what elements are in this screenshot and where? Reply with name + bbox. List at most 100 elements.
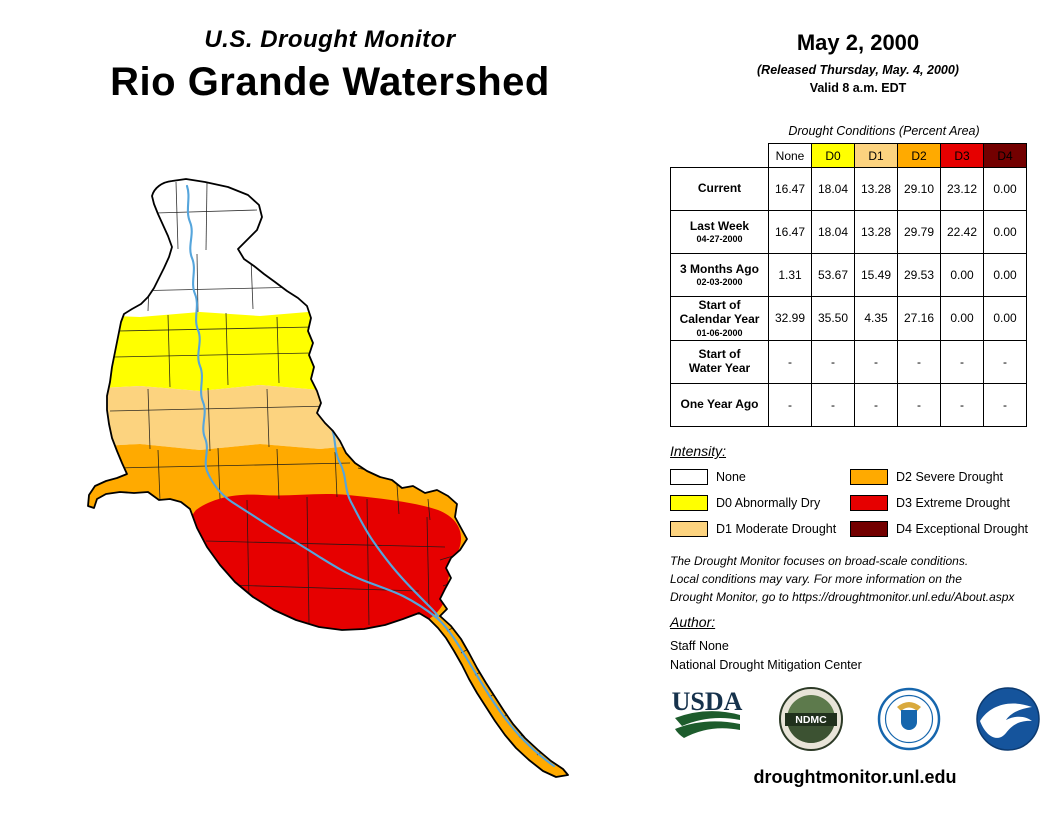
column-header-none: None [768, 143, 812, 168]
usda-swoosh-upper-icon [675, 711, 740, 726]
value-cell: 0.00 [983, 210, 1027, 254]
column-header-d3: D3 [940, 143, 984, 168]
value-cell: 15.49 [854, 253, 898, 297]
value-cell: 13.28 [854, 210, 898, 254]
usda-swoosh-lower-icon [675, 721, 740, 738]
drought-region-d0 [88, 311, 568, 391]
legend-label: D3 Extreme Drought [896, 495, 1010, 510]
release-date: (Released Thursday, May. 4, 2000) [757, 63, 959, 77]
value-cell: 53.67 [811, 253, 855, 297]
legend-label: D0 Abnormally Dry [716, 495, 821, 510]
legend-item-d1: D1 Moderate Drought [670, 520, 850, 537]
value-cell: 29.10 [897, 167, 941, 211]
legend-swatch-d4 [850, 520, 888, 537]
legend-swatch-d3 [850, 494, 888, 511]
value-cell: 1.31 [768, 253, 812, 297]
row-label: Start of Water Year [670, 339, 769, 384]
usda-logo: USDA [672, 687, 743, 738]
legend-swatch-d2 [850, 468, 888, 485]
column-header-d0: D0 [811, 143, 855, 168]
legend-swatch-none [670, 468, 708, 485]
table-row: Current 16.47 18.04 13.28 29.10 23.12 0.00 [670, 167, 1027, 211]
legend-title: Intensity: [670, 443, 727, 459]
value-cell: 16.47 [768, 167, 812, 211]
row-label: 3 Months Ago 02-03-2000 [670, 253, 769, 297]
river-main [185, 184, 556, 768]
legend-item-d3: D3 Extreme Drought [850, 494, 1046, 511]
value-cell: 23.12 [940, 167, 984, 211]
noaa-logo [976, 687, 1040, 751]
report-titles: U.S. Drought Monitor Rio Grande Watershe… [0, 26, 660, 105]
value-cell: - [768, 339, 812, 384]
value-cell: 27.16 [897, 296, 941, 341]
author-organization: National Drought Mitigation Center [670, 658, 862, 672]
column-header-d2: D2 [897, 143, 941, 168]
drought-table-body: Current 16.47 18.04 13.28 29.10 23.12 0.00 Last… [670, 167, 1027, 427]
drought-table: None D0 D1 D2 D3 D4 Current 16.47 18.04 13.28 29.… [670, 143, 1027, 427]
row-label: Last Week 04-27-2000 [670, 210, 769, 254]
value-cell: - [940, 382, 984, 427]
value-cell: - [940, 339, 984, 384]
usda-logo-text: USDA [672, 687, 743, 716]
value-cell: - [811, 382, 855, 427]
value-cell: 29.79 [897, 210, 941, 254]
legend-item-d0: D0 Abnormally Dry [670, 494, 850, 511]
table-caption: Drought Conditions (Percent Area) [788, 124, 980, 138]
table-header-row: None D0 D1 D2 D3 D4 [671, 143, 1027, 168]
legend-col-1: None D0 Abnormally Dry D1 Moderate Drought [670, 468, 850, 537]
disclaimer-text: The Drought Monitor focuses on broad-sca… [670, 554, 1015, 604]
value-cell: 0.00 [940, 253, 984, 297]
author-name: Staff None [670, 639, 729, 653]
table-row: Start of Calendar Year 01-06-2000 32.99 35.… [670, 296, 1027, 341]
value-cell: 4.35 [854, 296, 898, 341]
legend-swatch-d1 [670, 520, 708, 537]
value-cell: 16.47 [768, 210, 812, 254]
value-cell: - [811, 339, 855, 384]
row-label: Start of Calendar Year 01-06-2000 [670, 296, 769, 341]
legend-item-d2: D2 Severe Drought [850, 468, 1046, 485]
table-row: Start of Water Year - - - - - - [670, 339, 1027, 384]
value-cell: - [897, 382, 941, 427]
drought-region-d1 [88, 383, 568, 450]
legend-swatch-d0 [670, 494, 708, 511]
row-label: Current [670, 167, 769, 211]
legend-label: D2 Severe Drought [896, 469, 1004, 484]
value-cell: - [983, 339, 1027, 384]
table-row: Last Week 04-27-2000 16.47 18.04 13.28 29.79 2… [670, 210, 1027, 254]
value-cell: 0.00 [940, 296, 984, 341]
valid-time: Valid 8 a.m. EDT [809, 81, 907, 95]
column-header-d1: D1 [854, 143, 898, 168]
value-cell: - [854, 339, 898, 384]
value-cell: 0.00 [983, 253, 1027, 297]
legend-label: D4 Exceptional Drought [896, 521, 1029, 536]
drought-region-d3 [188, 494, 462, 638]
table-row: 3 Months Ago 02-03-2000 1.31 53.67 15.49 29.5… [670, 253, 1027, 297]
value-cell: 35.50 [811, 296, 855, 341]
legend: None D0 Abnormally Dry D1 Moderate Drought… [670, 468, 1046, 537]
legend-col-2: D2 Severe Drought D3 Extreme Drought D4 Ex… [850, 468, 1046, 537]
value-cell: 18.04 [811, 210, 855, 254]
row-label: One Year Ago [670, 382, 769, 427]
value-cell: 32.99 [768, 296, 812, 341]
ndmc-logo-text: NDMC [795, 714, 827, 726]
value-cell: - [854, 382, 898, 427]
legend-item-none: None [670, 468, 850, 485]
author-heading: Author: [670, 614, 716, 630]
value-cell: - [983, 382, 1027, 427]
value-cell: 13.28 [854, 167, 898, 211]
value-cell: 29.53 [897, 253, 941, 297]
noaa-bird-icon [979, 703, 1032, 738]
date-block: May 2, 2000 (Released Thursday, May. 4, … [664, 30, 1052, 95]
legend-item-d4: D4 Exceptional Drought [850, 520, 1046, 537]
ndmc-logo: NDMC [778, 687, 843, 751]
value-cell: - [897, 339, 941, 384]
map-date: May 2, 2000 [796, 30, 920, 55]
value-cell: - [768, 382, 812, 427]
river-tributary [328, 422, 440, 618]
commerce-seal-icon [878, 687, 941, 751]
table-row: One Year Ago - - - - - - [670, 382, 1027, 427]
program-title: U.S. Drought Monitor [204, 26, 456, 53]
value-cell: 0.00 [983, 167, 1027, 211]
info-panel: May 2, 2000 (Released Thursday, May. 4, … [664, 0, 1052, 816]
